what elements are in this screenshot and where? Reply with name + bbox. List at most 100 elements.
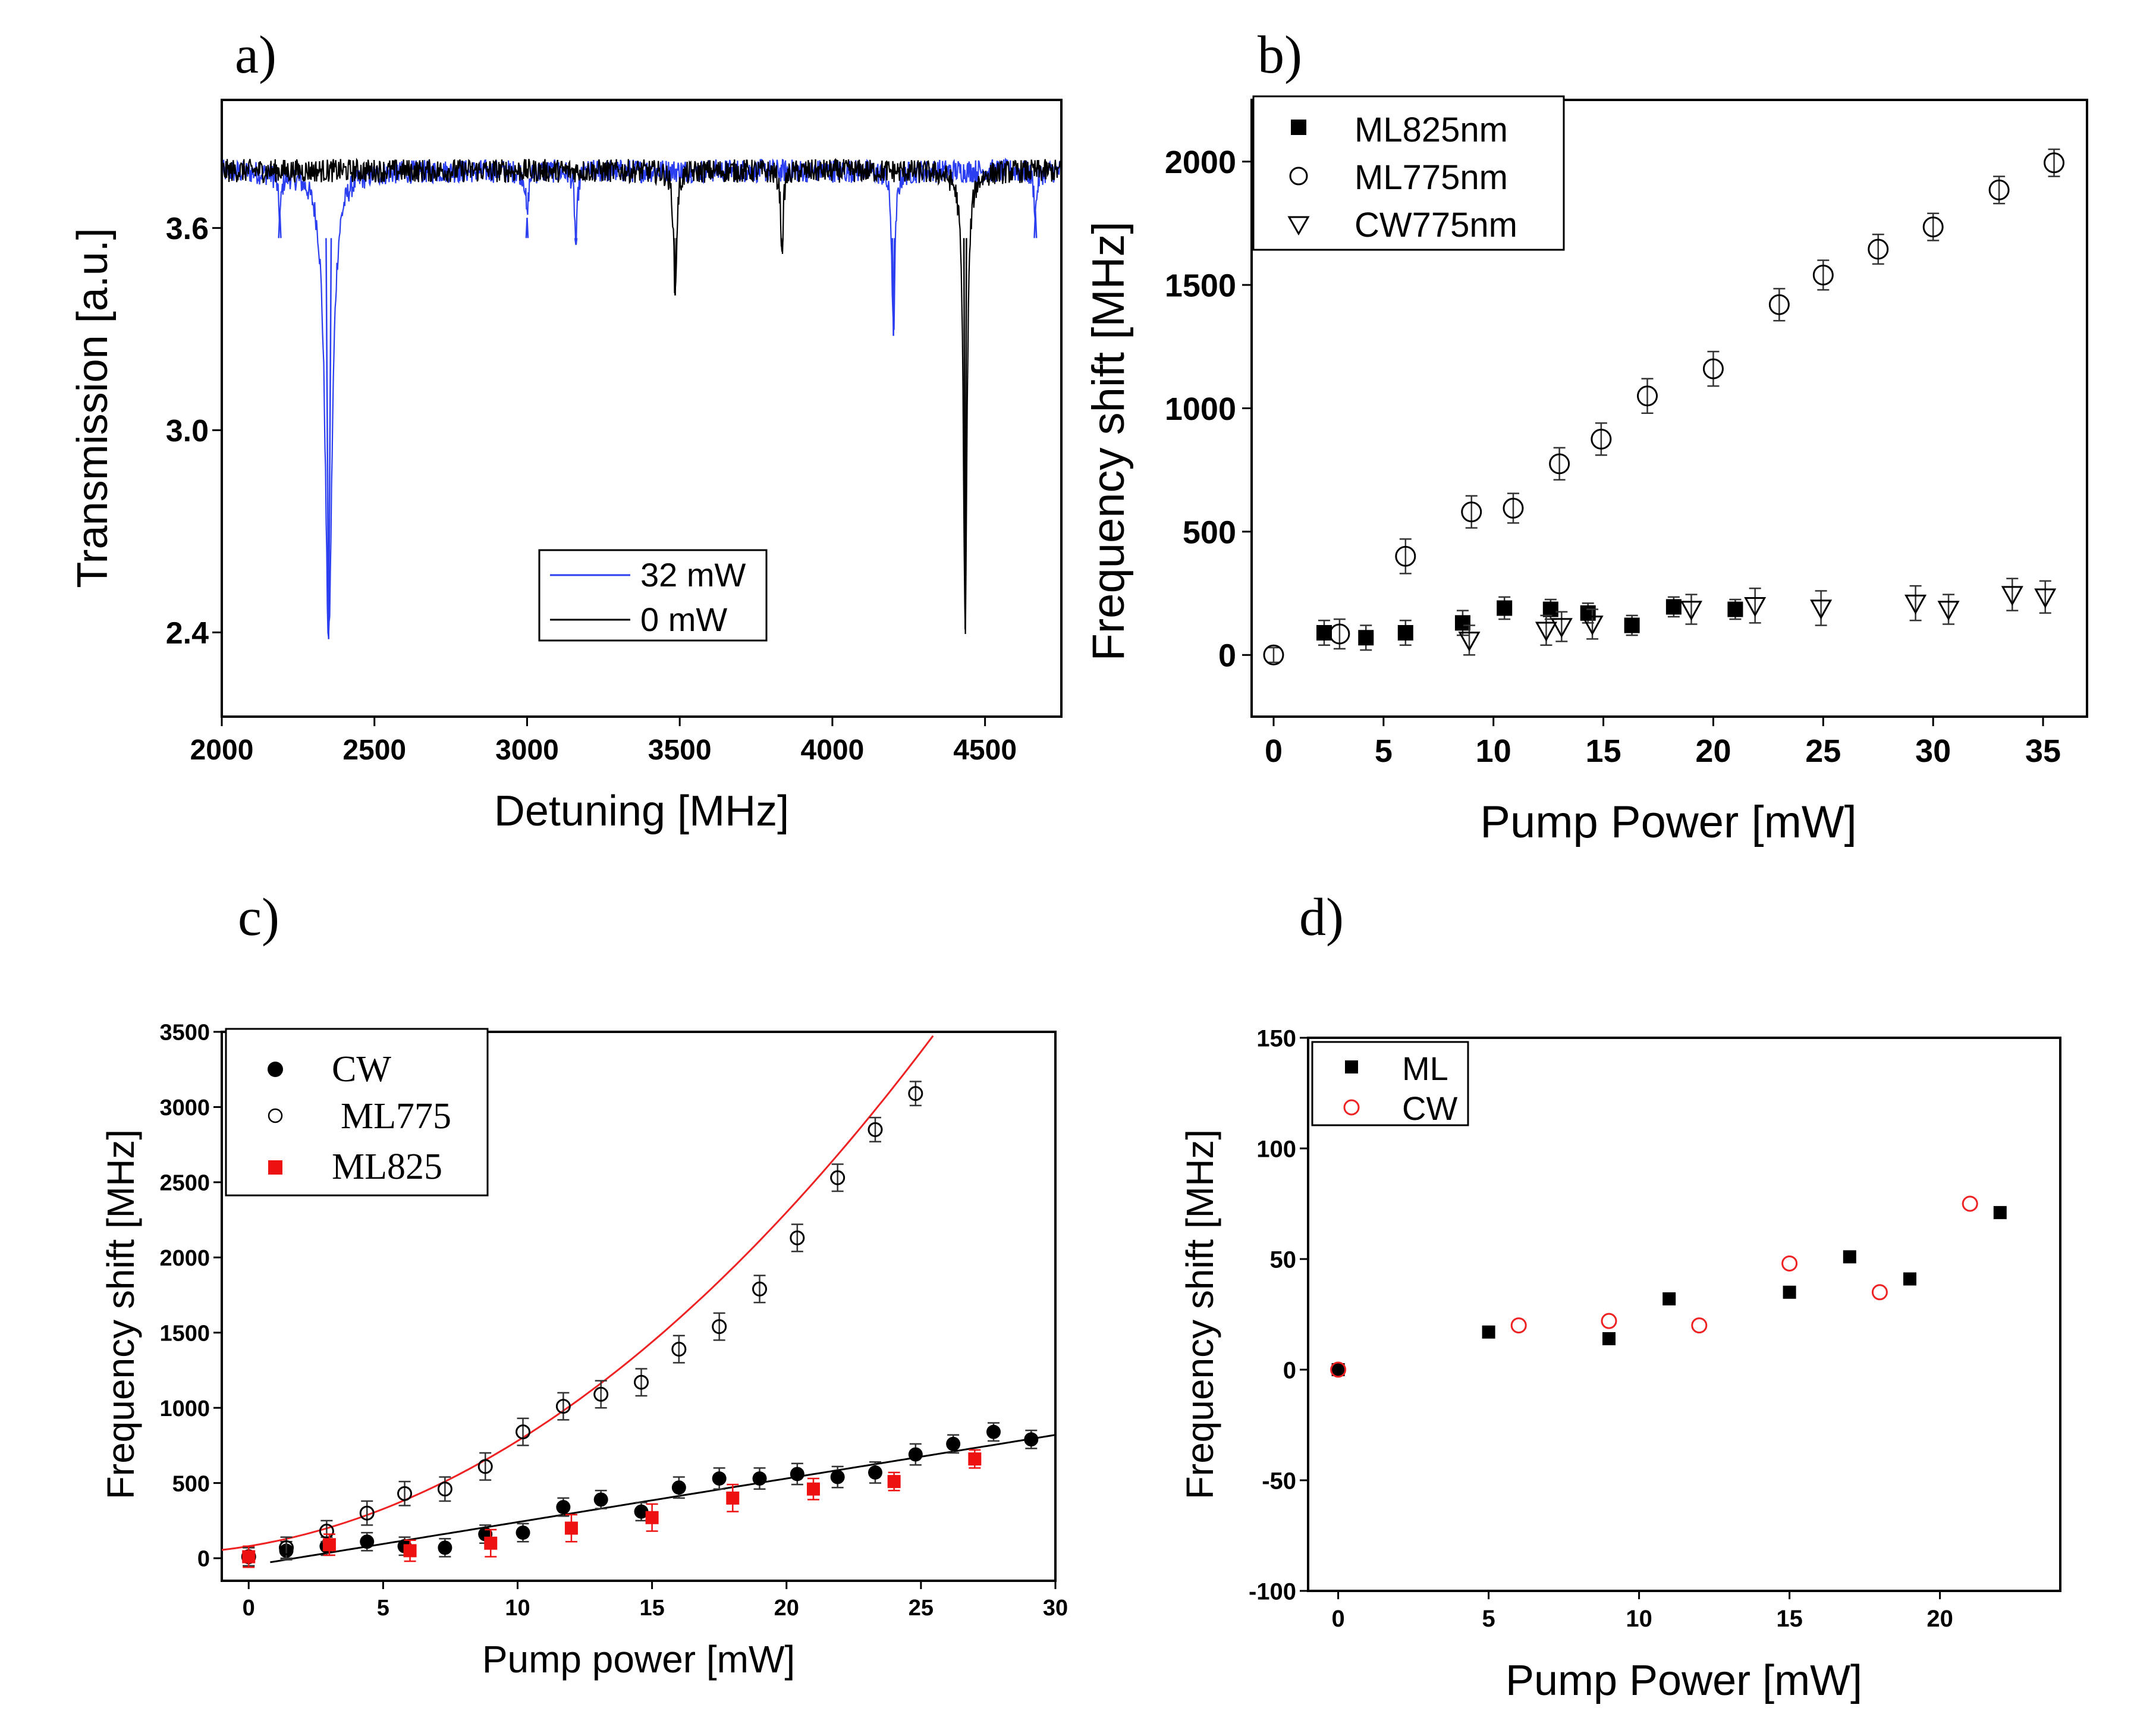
panel-c-x-ticks: 0 5 10 15 20 25 30: [243, 1581, 1068, 1621]
panel-c-cw-point: [438, 1540, 452, 1555]
panel-b-cw775nm-point: [1680, 601, 1703, 621]
panel-b-cw775nm-point: [1937, 601, 1960, 621]
panel-c-cw-point: [986, 1424, 1001, 1439]
panel-c-plot: [221, 1035, 1056, 1568]
panel-c-legend-label-ml825: ML825: [332, 1147, 442, 1187]
panel-d-legend-label-ml: ML: [1402, 1050, 1448, 1087]
panel-c-cw-point: [671, 1480, 686, 1495]
panel-d-y-tick-label: -50: [1262, 1468, 1296, 1494]
panel-d-ml-point: [1783, 1285, 1796, 1299]
panel-b-ml825nm-point: [1454, 615, 1470, 631]
panel-a-32-mw-dip-tip: [325, 238, 329, 639]
panel-c-x-tick-label: 30: [1043, 1596, 1068, 1621]
panel-d-cw-point: [1330, 1361, 1347, 1378]
panel-c-ml825-point: [726, 1491, 740, 1505]
panel-b-y-tick-label: 2000: [1165, 145, 1236, 180]
panel-c-y-tick-label: 0: [197, 1547, 210, 1572]
panel-d-legend-marker-cw: [1343, 1099, 1360, 1116]
panel-a-y-axis-title: Transmission [a.u.]: [69, 228, 117, 588]
panel-b-ml825nm-point: [1580, 605, 1596, 621]
panel-b-x-tick-label: 30: [1915, 733, 1951, 769]
panel-b-ml775nm-point: [1395, 545, 1416, 567]
panel-c-x-tick-label: 15: [639, 1596, 664, 1621]
panel-c-y-tick-label: 1500: [159, 1321, 210, 1346]
panel-c-ml825-point: [806, 1482, 820, 1496]
panel-c-y-tick-label: 2000: [159, 1246, 210, 1271]
panel-c-legend-marker-ml825: [268, 1160, 282, 1175]
panel-c-y-tick-label: 2500: [159, 1171, 210, 1196]
panel-a-x-tick-label: 3000: [495, 734, 559, 766]
panel-c-legend-marker-ml775: [268, 1108, 283, 1123]
panel-c-cw-point: [1024, 1432, 1039, 1447]
panel-b-x-tick-label: 35: [2025, 733, 2061, 769]
panel-b-y-tick-label: 1500: [1165, 268, 1236, 304]
panel-c-ml775-point: [555, 1399, 571, 1414]
panel-a-0-mw-dip-tip: [674, 238, 677, 296]
panel-c-cw-point: [712, 1471, 727, 1486]
panel-b-ml825nm-point: [1624, 617, 1640, 633]
panel-c-ml825-point: [484, 1536, 498, 1550]
panel-c-ml775-point: [868, 1122, 883, 1137]
panel-c-cw-point: [946, 1436, 961, 1451]
panel-d-x-tick-label: 0: [1331, 1606, 1344, 1632]
panel-c-ml825-point: [403, 1544, 417, 1558]
panel-b-ml775nm-point: [1922, 216, 1944, 238]
panel-c-ml825-point: [322, 1538, 336, 1552]
panel-c-y-axis-title: Frequency shift [MHz]: [99, 1129, 142, 1499]
panel-c-cw-point: [830, 1470, 845, 1484]
panel-a-x-tick-label: 4000: [801, 734, 865, 766]
panel-c-x-tick-label: 0: [243, 1596, 255, 1621]
panel-b-legend-label-ml825: ML825nm: [1354, 111, 1508, 149]
panel-d-y-ticks: -100 -50 0 50 100 150: [1249, 1025, 1308, 1605]
panel-c-cw-point: [516, 1525, 530, 1540]
panel-c-ml775-point: [671, 1342, 687, 1357]
panel-a-y-tick-label: 2.4: [166, 616, 209, 651]
panel-d-y-tick-label: 50: [1270, 1247, 1297, 1273]
panel-d-cw-point: [1510, 1317, 1527, 1334]
panel-b-ml775nm-point: [1461, 501, 1482, 523]
panel-b-cw775nm-point: [2034, 588, 2057, 608]
panel-b-label: b): [1258, 26, 1302, 84]
panel-c-ml775-point: [830, 1170, 846, 1185]
panel-d-ml-point: [1993, 1206, 2007, 1219]
panel-d-label: d): [1299, 888, 1344, 947]
panel-c-x-axis-title: Pump power [mW]: [482, 1638, 795, 1681]
panel-b-ml775nm-point: [2044, 152, 2065, 174]
panel-b-ml825nm-point: [1542, 601, 1558, 617]
panel-b-cw775nm-point: [1581, 616, 1604, 636]
panel-d-cw-point: [1691, 1317, 1708, 1334]
panel-a-0-mw-dip-tip: [781, 238, 784, 252]
panel-b-x-tick-label: 15: [1586, 733, 1621, 769]
panel-d-y-tick-label: 100: [1256, 1136, 1296, 1162]
panel-a-32-mw-dip-tip: [892, 238, 895, 336]
panel-d-legend-marker-ml: [1345, 1060, 1358, 1073]
panel-b-ml775nm-point: [1637, 385, 1658, 407]
panel-c-cw-point: [790, 1467, 804, 1481]
panel-c-legend-marker-cw: [268, 1062, 283, 1077]
panel-c-cw-point: [908, 1447, 923, 1462]
panel-d-y-tick-label: 0: [1283, 1357, 1296, 1383]
panel-c-ml775-point: [397, 1486, 413, 1501]
panel-c-legend-label-ml775: ML775: [341, 1096, 451, 1137]
panel-c-ml775-point: [516, 1424, 531, 1440]
panel-c-ml775-point: [634, 1374, 649, 1390]
panel-c-ml775-point: [437, 1481, 452, 1497]
panel-c-ml775-fit-line: [221, 1035, 934, 1551]
panel-d-cw-point: [1601, 1313, 1617, 1329]
panel-a-label: a): [235, 26, 276, 84]
panel-c-cw-point: [556, 1500, 571, 1515]
panel-b-y-axis-title: Frequency shift [MHz]: [1083, 221, 1134, 661]
panel-b-cw775nm-point: [2001, 586, 2023, 606]
panel-d-x-tick-label: 5: [1482, 1606, 1495, 1632]
panel-c-ml775-point: [319, 1524, 334, 1539]
panel-c-y-ticks: 0 500 1000 1500 2000 2500 3000 3500: [159, 1021, 222, 1572]
panel-a-x-tick-label: 3500: [648, 734, 712, 766]
panel-c: c) 0 5 10 15 20 25 30 0 500 1000 1500 2000 2500 3000…: [99, 888, 1068, 1681]
panel-b-y-ticks: 0 500 1000 1500 2000: [1165, 145, 1252, 674]
panel-c-ml825-point: [242, 1550, 256, 1564]
panel-c-y-tick-label: 500: [172, 1471, 210, 1496]
panel-c-ml775-point: [477, 1459, 493, 1474]
panel-b-x-axis-title: Pump Power [mW]: [1480, 797, 1856, 847]
panel-c-ml775-point: [790, 1230, 805, 1245]
